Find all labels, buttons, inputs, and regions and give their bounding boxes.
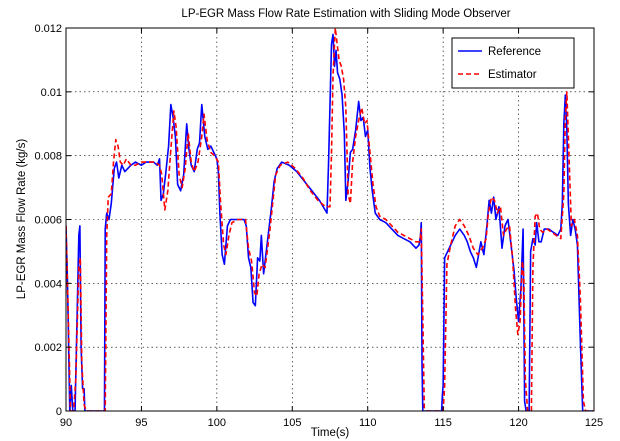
chart-title: LP-EGR Mass Flow Rate Estimation with Sl…	[181, 8, 510, 20]
x-tick-label: 95	[135, 417, 147, 429]
x-tick-label: 90	[60, 417, 72, 429]
y-tick-label: 0.002	[34, 342, 62, 354]
legend: Reference Estimator	[451, 37, 575, 89]
series-layer	[66, 28, 594, 411]
x-tick-label: 125	[585, 417, 603, 429]
series-line-estimator	[66, 28, 594, 411]
legend-label-reference: Reference	[488, 46, 541, 58]
legend-label-estimator: Estimator	[488, 69, 537, 81]
y-tick-label: 0.012	[34, 23, 62, 35]
y-axis-title: LP-EGR Mass Flow Rate (kg/s)	[16, 139, 28, 300]
y-tick-label: 0.006	[34, 215, 62, 227]
x-tick-label: 110	[359, 417, 377, 429]
y-tick-label: 0.01	[41, 87, 62, 99]
x-tick-label: 120	[509, 417, 527, 429]
x-tick-label: 105	[283, 417, 301, 429]
series-line-reference	[66, 33, 594, 411]
x-axis-title: Time(s)	[311, 427, 350, 439]
legend-box	[451, 37, 575, 89]
x-tick-label: 100	[208, 417, 226, 429]
y-tick-label: 0	[56, 406, 62, 418]
y-tick-label: 0.008	[34, 151, 62, 163]
ticks: 90 95 100 105 110 115 120 125 0 0.002 0.004 0.006 0.…	[34, 23, 603, 429]
x-tick-label: 115	[434, 417, 452, 429]
y-tick-label: 0.004	[34, 278, 62, 290]
